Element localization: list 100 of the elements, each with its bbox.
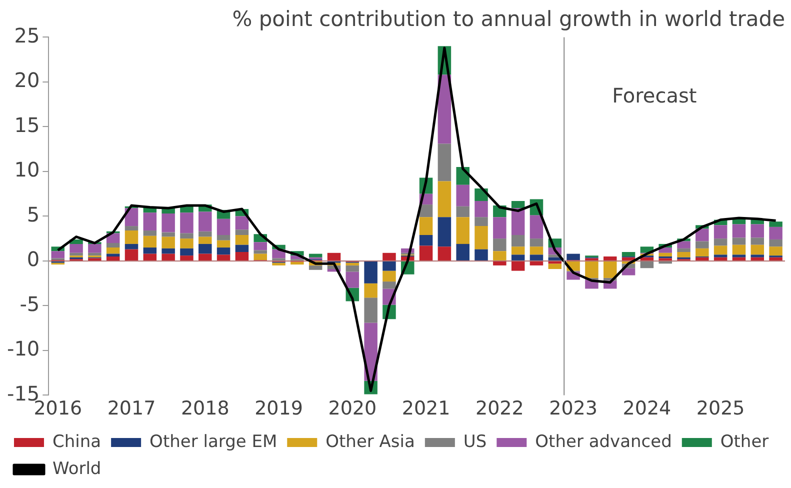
bar xyxy=(750,224,764,238)
bar xyxy=(106,248,120,254)
bar xyxy=(585,261,598,278)
legend-label: Other Asia xyxy=(326,432,415,452)
bar xyxy=(88,252,102,256)
bar xyxy=(254,242,267,250)
bar xyxy=(419,246,433,260)
bar xyxy=(456,184,470,206)
bar xyxy=(640,261,654,268)
bar xyxy=(272,262,286,266)
bar xyxy=(143,248,157,254)
bar xyxy=(696,241,709,248)
bar xyxy=(696,257,709,260)
bar xyxy=(658,252,672,256)
bar xyxy=(162,248,175,254)
bar xyxy=(640,257,654,260)
bar xyxy=(769,257,782,260)
legend-label: Other advanced xyxy=(535,432,672,452)
chart-title: % point contribution to annual growth in world trade xyxy=(232,7,785,32)
bar xyxy=(456,217,470,244)
bar xyxy=(162,214,175,232)
bar xyxy=(714,257,728,260)
legend-label: Other xyxy=(720,432,769,452)
bar xyxy=(732,224,746,238)
bar xyxy=(235,230,249,235)
bar xyxy=(382,270,396,282)
bar xyxy=(530,215,544,239)
x-tick-label: 2025 xyxy=(696,398,745,420)
bar xyxy=(124,226,138,231)
bar xyxy=(474,226,488,250)
bar xyxy=(106,256,120,260)
bar xyxy=(198,212,212,232)
bar xyxy=(308,254,322,258)
bar xyxy=(566,254,580,260)
bar xyxy=(677,252,690,258)
bar xyxy=(696,228,709,242)
bar xyxy=(124,249,138,260)
bar xyxy=(346,272,360,288)
x-tick-label: 2020 xyxy=(328,398,377,420)
bar xyxy=(622,252,636,256)
bar xyxy=(106,243,120,248)
x-tick-label: 2019 xyxy=(254,398,303,420)
bar xyxy=(438,217,452,247)
bar xyxy=(511,234,525,247)
bar xyxy=(162,232,175,237)
bar xyxy=(769,239,782,247)
bar xyxy=(677,241,690,248)
bar xyxy=(70,244,83,253)
bar xyxy=(198,231,212,237)
bar xyxy=(106,254,120,256)
bar xyxy=(216,240,230,248)
bar xyxy=(677,248,690,252)
bar xyxy=(530,254,544,260)
bar xyxy=(714,225,728,239)
bar xyxy=(180,233,194,239)
bar xyxy=(419,217,433,235)
bar xyxy=(419,204,433,218)
bar xyxy=(714,246,728,255)
y-tick-label: 5 xyxy=(26,202,40,226)
bar xyxy=(216,248,230,255)
bar xyxy=(235,252,249,260)
bar xyxy=(438,181,452,218)
bar xyxy=(124,230,138,244)
bar xyxy=(180,248,194,256)
bar xyxy=(750,244,764,255)
bar xyxy=(382,282,396,289)
bar xyxy=(327,252,341,260)
bar xyxy=(456,206,470,218)
bar xyxy=(456,244,470,260)
bar xyxy=(216,254,230,260)
x-tick-label: 2023 xyxy=(549,398,598,420)
bar xyxy=(290,262,304,265)
bar xyxy=(474,249,488,260)
x-tick-label: 2018 xyxy=(180,398,230,420)
bar xyxy=(438,246,452,260)
legend-label: World xyxy=(52,458,102,479)
bar xyxy=(180,238,194,248)
x-tick-label: 2024 xyxy=(622,398,672,420)
bar xyxy=(364,283,378,298)
x-tick-label: 2017 xyxy=(107,398,156,420)
bar xyxy=(750,254,764,258)
bar xyxy=(346,265,360,272)
bar xyxy=(548,261,562,264)
bar xyxy=(511,208,525,235)
bar xyxy=(198,254,212,260)
bar xyxy=(732,254,746,258)
bar xyxy=(235,234,249,245)
bar xyxy=(143,254,157,260)
bar xyxy=(70,252,83,256)
bar xyxy=(603,256,617,260)
legend-label: Other large EM xyxy=(150,432,278,452)
bar xyxy=(530,261,544,266)
bar xyxy=(254,254,267,260)
x-tick-label: 2022 xyxy=(475,398,524,420)
bar xyxy=(714,238,728,246)
bar xyxy=(124,208,138,226)
bar xyxy=(419,234,433,246)
bar xyxy=(769,222,782,227)
bar xyxy=(198,236,212,244)
bar xyxy=(474,217,488,226)
